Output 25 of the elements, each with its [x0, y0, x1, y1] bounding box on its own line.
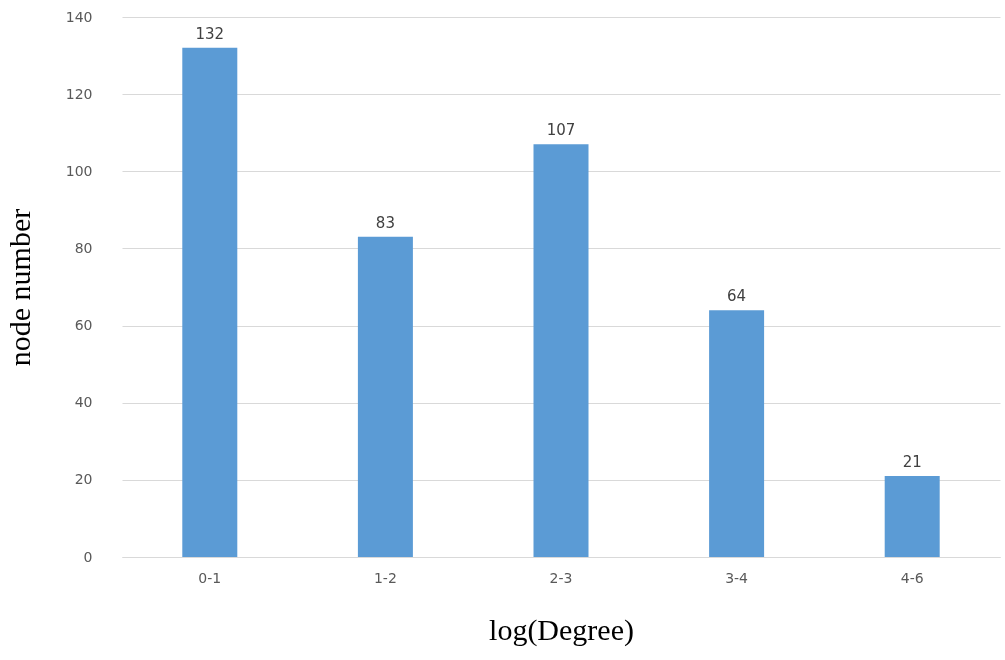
y-tick-label: 40	[74, 394, 93, 411]
data-label: 21	[902, 453, 922, 471]
x-tick-label: 4-6	[900, 569, 924, 586]
bar	[884, 476, 940, 557]
x-tick-label: 0-1	[198, 569, 222, 586]
x-tick-label: 1-2	[373, 569, 397, 586]
bar	[533, 144, 589, 557]
y-tick-label: 80	[74, 239, 93, 256]
x-axis-title: log(Degree)	[489, 612, 634, 647]
bar	[182, 47, 238, 557]
y-axis-title: node number	[2, 208, 36, 367]
x-tick-label: 2-3	[549, 569, 573, 586]
y-tick-label: 120	[65, 85, 93, 102]
x-tick-label: 3-4	[725, 569, 749, 586]
data-label: 64	[727, 287, 747, 306]
y-tick-label: 0	[83, 548, 93, 565]
y-tick-label: 100	[65, 162, 93, 179]
y-tick-label: 20	[74, 471, 93, 488]
bar	[357, 236, 413, 557]
bar	[709, 310, 765, 557]
y-tick-label: 140	[65, 8, 93, 25]
data-label: 83	[375, 213, 395, 232]
data-label: 132	[195, 24, 225, 43]
y-tick-label: 60	[74, 317, 93, 334]
data-label: 107	[546, 121, 576, 140]
